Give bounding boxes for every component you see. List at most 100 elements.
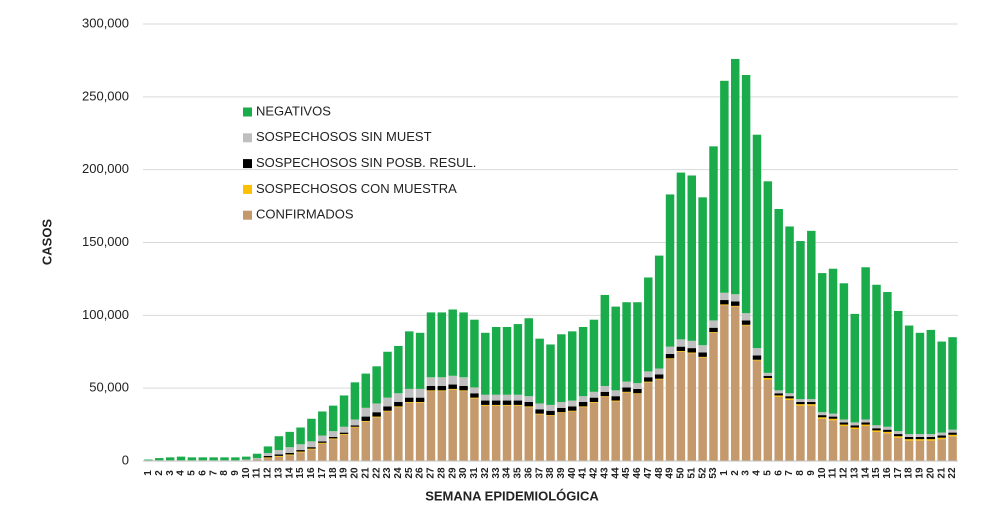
legend-swatch bbox=[243, 159, 252, 169]
bar-segment bbox=[807, 404, 816, 406]
bar-segment bbox=[383, 406, 392, 411]
bar-segment bbox=[426, 377, 436, 386]
bar-segment bbox=[926, 329, 936, 435]
x-tick-label: 19 bbox=[339, 467, 350, 479]
bar-segment bbox=[839, 419, 849, 423]
bar-segment bbox=[383, 411, 392, 461]
bar-segment bbox=[307, 448, 316, 450]
bar-segment bbox=[915, 440, 925, 461]
x-tick-label: 52 bbox=[697, 467, 708, 479]
x-tick-label: 13 bbox=[273, 467, 284, 479]
x-tick-label: 12 bbox=[839, 467, 850, 479]
bar-segment bbox=[861, 422, 870, 425]
y-axis-label: CASOS bbox=[39, 219, 54, 266]
x-tick-label: 6 bbox=[197, 470, 208, 476]
bar-segment bbox=[720, 292, 729, 301]
x-tick-label: 12 bbox=[263, 467, 274, 479]
bar-segment bbox=[872, 430, 881, 432]
legend-swatch bbox=[243, 210, 252, 220]
bar-segment bbox=[893, 436, 903, 438]
bar-segment bbox=[459, 391, 468, 461]
bar-segment bbox=[763, 375, 773, 378]
bar-segment bbox=[339, 434, 349, 435]
bar-segment bbox=[796, 399, 805, 403]
x-tick-label: 13 bbox=[849, 467, 860, 479]
bar-segment bbox=[633, 383, 642, 389]
bar-segment bbox=[600, 396, 610, 461]
bar-segment bbox=[470, 387, 479, 394]
bar-segment bbox=[741, 320, 751, 325]
x-tick-label: 46 bbox=[632, 467, 643, 479]
x-tick-label: 45 bbox=[621, 467, 632, 479]
bar-segment bbox=[720, 305, 729, 461]
bar-segment bbox=[426, 390, 436, 392]
bar-segment bbox=[567, 400, 577, 407]
x-tick-label: 48 bbox=[654, 467, 665, 479]
x-tick-label: 23 bbox=[382, 467, 393, 479]
bar-segment bbox=[491, 394, 501, 401]
bar-segment bbox=[741, 313, 751, 321]
bar-segment bbox=[676, 351, 686, 352]
bar-segment bbox=[839, 426, 849, 461]
bar-segment bbox=[807, 405, 816, 461]
bar-segment bbox=[785, 396, 794, 399]
bar-segment bbox=[535, 338, 544, 404]
bar-segment bbox=[481, 400, 490, 405]
x-tick-label: 5 bbox=[762, 470, 773, 476]
bar-segment bbox=[720, 80, 729, 293]
x-tick-label: 18 bbox=[328, 467, 339, 479]
bar-segment bbox=[730, 305, 740, 307]
bar-segment bbox=[546, 415, 555, 416]
bar-segment bbox=[350, 426, 360, 428]
bar-segment bbox=[948, 429, 957, 433]
x-tick-label: 14 bbox=[284, 467, 295, 479]
bar-segment bbox=[687, 175, 697, 341]
bar-segment bbox=[318, 441, 327, 443]
x-tick-label: 19 bbox=[915, 467, 926, 479]
bar-segment bbox=[654, 255, 664, 369]
bar-segment bbox=[872, 284, 881, 426]
x-tick-label: 40 bbox=[567, 467, 578, 479]
bar-segment bbox=[481, 404, 490, 406]
bar-segment bbox=[611, 396, 620, 401]
bar-segment bbox=[698, 197, 707, 346]
bar-segment bbox=[741, 74, 751, 314]
bar-segment bbox=[752, 134, 762, 349]
bar-segment bbox=[361, 407, 371, 417]
bar-segment bbox=[339, 434, 349, 461]
bar-segment bbox=[828, 416, 838, 419]
bar-segment bbox=[774, 396, 783, 461]
bar-segment bbox=[698, 356, 707, 358]
bar-segment bbox=[307, 418, 316, 442]
x-tick-label: 41 bbox=[578, 467, 589, 479]
bar-segment bbox=[676, 339, 686, 347]
bar-segment bbox=[926, 440, 936, 461]
bar-segment bbox=[883, 426, 892, 430]
bar-segment bbox=[861, 424, 870, 427]
bar-segment bbox=[926, 434, 936, 437]
bar-segment bbox=[404, 402, 414, 403]
bar-segment bbox=[883, 429, 892, 432]
bar-segment bbox=[513, 324, 523, 395]
bar-segment bbox=[285, 452, 294, 455]
x-tick-label: 21 bbox=[360, 467, 371, 479]
bar-segment bbox=[328, 436, 338, 439]
x-tick-label: 8 bbox=[219, 470, 230, 476]
x-tick-label: 17 bbox=[893, 467, 904, 479]
bar-segment bbox=[220, 457, 229, 461]
bar-segment bbox=[839, 424, 849, 427]
bar-segment bbox=[274, 454, 284, 456]
y-tick-label: 150,000 bbox=[82, 234, 129, 249]
bar-segment bbox=[709, 327, 718, 333]
x-tick-label: 14 bbox=[860, 467, 871, 479]
x-tick-label: 20 bbox=[925, 467, 936, 479]
bar-segment bbox=[883, 292, 892, 427]
bar-segment bbox=[720, 304, 729, 306]
bar-segment bbox=[600, 294, 610, 386]
bar-segment bbox=[361, 421, 371, 461]
bar-segment bbox=[850, 427, 860, 429]
bar-segment bbox=[644, 277, 653, 372]
x-tick-label: 32 bbox=[480, 467, 491, 479]
bar-segment bbox=[524, 406, 534, 408]
